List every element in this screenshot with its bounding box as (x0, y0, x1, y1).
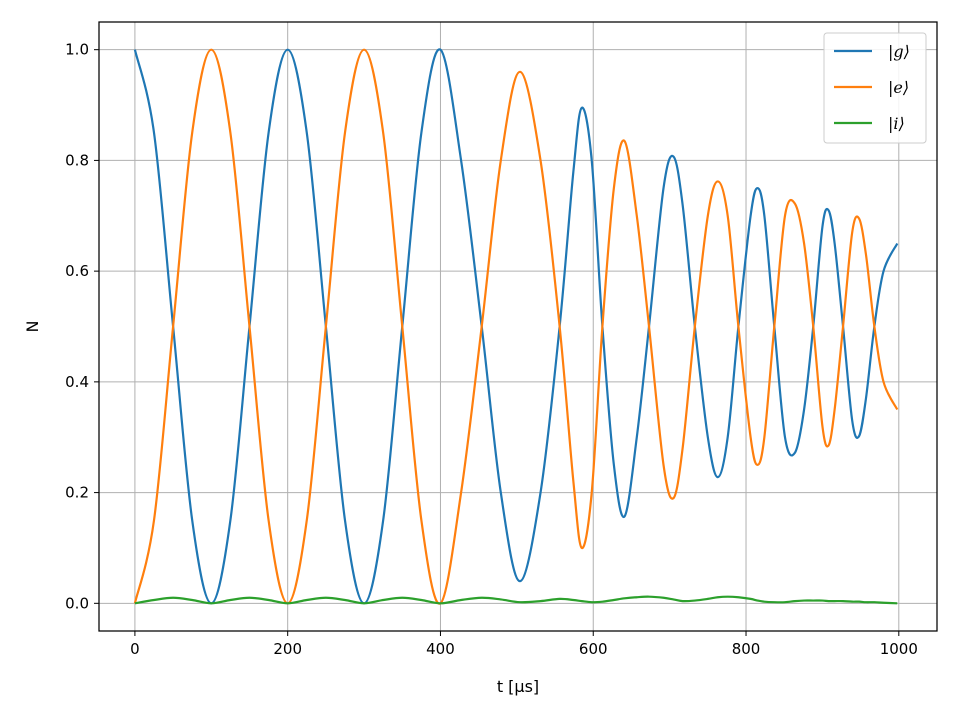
legend-label: |g⟩ (888, 42, 910, 61)
x-tick-label: 200 (273, 640, 302, 658)
x-tick-label: 800 (732, 640, 761, 658)
legend: |g⟩ |e⟩ |i⟩ (823, 32, 927, 144)
y-tick-label: 1.0 (65, 41, 89, 59)
legend-box (823, 32, 927, 144)
y-axis-label: N (23, 321, 42, 333)
x-tick-label: 600 (579, 640, 608, 658)
y-tick-label: 0.6 (65, 262, 89, 280)
legend-label: |i⟩ (888, 114, 905, 133)
series-line-1 (133, 48, 899, 605)
grid (99, 22, 937, 631)
series-lines (133, 48, 899, 605)
plot-frame (98, 21, 938, 632)
y-tick-label: 0.2 (65, 484, 89, 502)
ticks: 0 200 400 600 800 1000 0.0 0.2 0.4 0.6 0.8 1.0 (65, 41, 918, 658)
x-tick-label: 0 (130, 640, 140, 658)
x-tick-label: 400 (426, 640, 455, 658)
y-tick-label: 0.8 (65, 151, 89, 169)
x-tick-label: 1000 (880, 640, 918, 658)
y-tick-label: 0.0 (65, 594, 89, 612)
series-line-0 (133, 48, 899, 605)
legend-label: |e⟩ (888, 78, 909, 97)
x-axis-label: t [μs] (497, 677, 539, 696)
y-tick-label: 0.4 (65, 373, 89, 391)
series-line-2 (134, 595, 898, 605)
